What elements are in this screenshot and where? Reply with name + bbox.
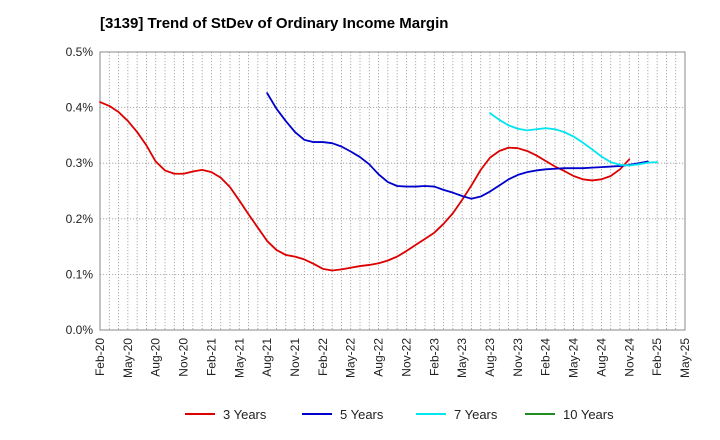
grid bbox=[100, 52, 685, 330]
x-tick-label: Feb-23 bbox=[427, 338, 441, 376]
x-tick-label: Aug-20 bbox=[149, 338, 163, 377]
x-tick-label: Nov-20 bbox=[177, 338, 191, 377]
x-tick-label: Feb-21 bbox=[204, 338, 218, 376]
x-tick-label: Nov-23 bbox=[511, 338, 525, 377]
series-line-3-years bbox=[99, 101, 631, 272]
axes: 0.0% 0.1% 0.2% 0.3% 0.4% 0.5% Feb-20 May-20 Aug-… bbox=[66, 45, 692, 378]
legend-label-7-years: 7 Years bbox=[454, 407, 498, 422]
x-tick-label: May-24 bbox=[567, 338, 581, 378]
y-tick-label: 0.0% bbox=[66, 323, 94, 337]
x-tick-label: May-25 bbox=[678, 338, 692, 378]
x-tick-label: Aug-24 bbox=[594, 338, 608, 377]
x-tick-label: Feb-24 bbox=[539, 338, 553, 376]
legend: 3 Years 5 Years 7 Years 10 Years bbox=[185, 407, 614, 422]
y-tick-label: 0.2% bbox=[66, 212, 94, 226]
legend-label-10-years: 10 Years bbox=[563, 407, 614, 422]
x-tick-label: May-21 bbox=[232, 338, 246, 378]
x-tick-label: Aug-21 bbox=[260, 338, 274, 377]
x-tick-label: Nov-21 bbox=[288, 338, 302, 377]
y-tick-label: 0.4% bbox=[66, 101, 94, 115]
x-tick-label: May-22 bbox=[344, 338, 358, 378]
x-tick-label: Nov-24 bbox=[622, 338, 636, 377]
x-tick-label: Feb-25 bbox=[650, 338, 664, 376]
x-tick-label: Aug-23 bbox=[483, 338, 497, 377]
legend-label-5-years: 5 Years bbox=[340, 407, 384, 422]
y-tick-label: 0.5% bbox=[66, 45, 94, 59]
legend-label-3-years: 3 Years bbox=[223, 407, 267, 422]
plot-frame bbox=[99, 51, 686, 331]
x-tick-label: May-20 bbox=[121, 338, 135, 378]
x-tick-label: Feb-22 bbox=[316, 338, 330, 376]
x-tick-label: Feb-20 bbox=[93, 338, 107, 376]
series-lines bbox=[99, 92, 659, 272]
x-tick-label: May-23 bbox=[455, 338, 469, 378]
chart-title: [3139] Trend of StDev of Ordinary Income… bbox=[100, 15, 448, 32]
series-line-7-years bbox=[489, 112, 659, 167]
x-tick-label: Aug-22 bbox=[372, 338, 386, 377]
y-tick-label: 0.1% bbox=[66, 267, 94, 281]
series-line-5-years bbox=[266, 92, 649, 200]
x-tick-label: Nov-22 bbox=[399, 338, 413, 377]
y-tick-label: 0.3% bbox=[66, 156, 94, 170]
